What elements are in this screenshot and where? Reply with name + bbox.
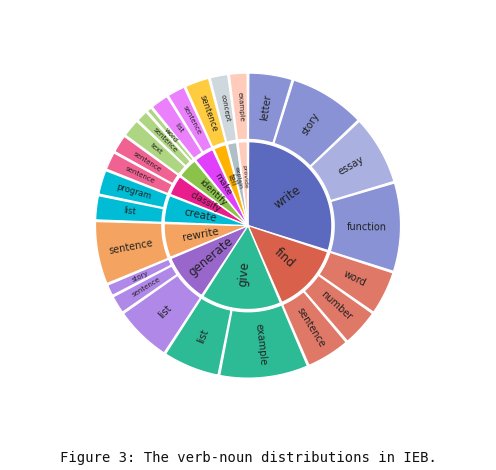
Polygon shape [195, 149, 248, 226]
Text: sentence: sentence [152, 126, 178, 153]
Text: explain: explain [234, 166, 244, 189]
Text: rewrite: rewrite [181, 226, 219, 243]
Text: sentence: sentence [182, 105, 202, 136]
Text: letter: letter [259, 94, 273, 121]
Polygon shape [99, 171, 168, 208]
Text: make: make [212, 172, 233, 197]
Polygon shape [115, 136, 178, 184]
Polygon shape [164, 196, 248, 226]
Polygon shape [330, 183, 400, 271]
Text: list: list [173, 123, 184, 134]
Text: program: program [115, 182, 152, 201]
Text: tell: tell [225, 172, 238, 187]
Text: essay: essay [337, 155, 366, 177]
Polygon shape [220, 305, 308, 378]
Text: classify: classify [188, 190, 222, 214]
Text: sentence: sentence [132, 150, 162, 172]
Text: list: list [123, 206, 136, 217]
Text: create: create [183, 208, 218, 224]
Text: Figure 3: The verb-noun distributions in IEB.: Figure 3: The verb-noun distributions in… [60, 451, 436, 465]
Polygon shape [274, 80, 358, 166]
Polygon shape [186, 78, 226, 147]
Polygon shape [113, 266, 177, 312]
Polygon shape [283, 291, 346, 365]
Text: write: write [271, 183, 303, 211]
Text: list: list [156, 303, 174, 320]
Text: example: example [253, 323, 268, 366]
Polygon shape [108, 259, 172, 295]
Text: sentence: sentence [124, 165, 156, 184]
Polygon shape [248, 142, 332, 251]
Polygon shape [248, 73, 292, 143]
Polygon shape [138, 112, 190, 166]
Polygon shape [106, 153, 172, 194]
Polygon shape [170, 177, 248, 226]
Text: example: example [237, 91, 245, 122]
Text: give: give [236, 261, 251, 287]
Polygon shape [152, 96, 202, 158]
Polygon shape [210, 74, 237, 142]
Text: sentence: sentence [131, 277, 161, 298]
Polygon shape [203, 226, 280, 309]
Polygon shape [238, 142, 248, 226]
Polygon shape [96, 221, 168, 283]
Text: word: word [342, 269, 368, 288]
Text: word: word [163, 126, 179, 143]
Polygon shape [319, 252, 393, 312]
Text: provide: provide [242, 165, 248, 189]
Polygon shape [124, 275, 200, 353]
Text: sentence: sentence [108, 238, 154, 256]
Polygon shape [181, 161, 248, 226]
Polygon shape [96, 196, 164, 222]
Text: number: number [319, 289, 354, 322]
Polygon shape [304, 275, 372, 341]
Polygon shape [248, 226, 328, 302]
Text: sentence: sentence [197, 94, 219, 133]
Text: identify: identify [197, 177, 228, 207]
Text: function: function [347, 222, 387, 232]
Text: list: list [196, 328, 211, 345]
Polygon shape [311, 121, 394, 201]
Polygon shape [171, 226, 248, 296]
Polygon shape [227, 142, 248, 226]
Text: story: story [130, 270, 149, 282]
Text: find: find [271, 246, 297, 271]
Polygon shape [147, 108, 193, 161]
Polygon shape [125, 121, 185, 174]
Text: concept: concept [220, 94, 231, 123]
Text: sentence: sentence [295, 306, 327, 349]
Text: story: story [300, 111, 322, 137]
Text: generate: generate [186, 235, 236, 279]
Text: text: text [149, 142, 164, 156]
Polygon shape [229, 73, 248, 140]
Polygon shape [168, 87, 212, 152]
Polygon shape [214, 145, 248, 226]
Polygon shape [164, 224, 248, 257]
Polygon shape [166, 298, 231, 375]
